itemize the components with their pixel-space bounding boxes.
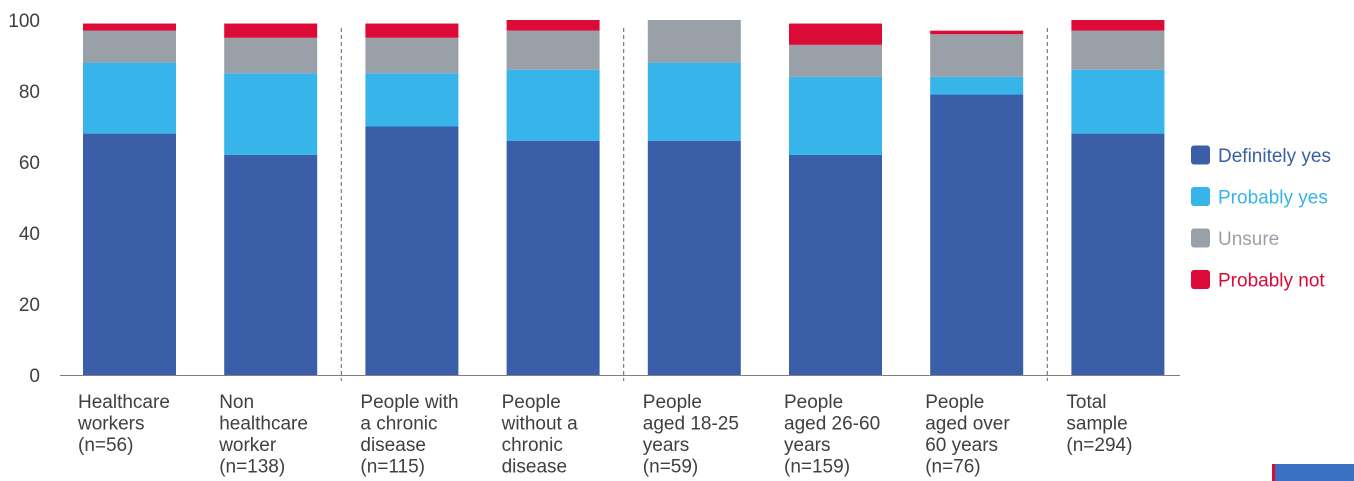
- bar-segment: [930, 30, 1024, 35]
- legend-swatch: [1191, 270, 1210, 289]
- bar-segment: [83, 30, 176, 63]
- legend: Definitely yes Probably yes Unsure Probably…: [1191, 145, 1331, 292]
- bar-segment: [789, 44, 882, 77]
- legend-label: Definitely yes: [1218, 146, 1331, 167]
- bar-segment: [83, 62, 176, 134]
- bar-segment: [365, 23, 459, 38]
- bar-segment: [789, 23, 882, 45]
- x-tick-label: People aged over 60 years (n=76): [925, 392, 1010, 478]
- x-tick-label: Non healthcare worker (n=138): [218, 392, 308, 478]
- bar-segment: [930, 76, 1024, 95]
- y-tick-label: 80: [19, 82, 40, 103]
- bar-segment: [506, 140, 600, 375]
- y-tick-label: 20: [19, 295, 40, 316]
- legend-swatch: [1191, 145, 1210, 165]
- y-tick-label: 0: [29, 366, 40, 387]
- bar-segment: [365, 37, 459, 74]
- bar-segment: [647, 20, 741, 63]
- bar-segment: [1071, 20, 1165, 31]
- bar-segment: [1071, 133, 1165, 375]
- bar-segment: [789, 76, 882, 155]
- x-tick-label: People aged 26-60 years (n=159): [784, 392, 880, 478]
- legend-swatch: [1191, 228, 1210, 248]
- bar-segment: [83, 133, 176, 375]
- y-tick-label: 100: [8, 11, 40, 32]
- bar-segment: [365, 73, 459, 127]
- bar-segment: [83, 23, 176, 31]
- x-tick-label: People with a chronic disease (n=115): [360, 392, 458, 478]
- bar-segment: [506, 30, 600, 70]
- corner-decoration: [1272, 464, 1354, 481]
- bar-segment: [224, 37, 318, 74]
- legend-label: Unsure: [1218, 229, 1279, 250]
- bar-segment: [930, 34, 1024, 77]
- legend-swatch: [1191, 187, 1210, 206]
- bar-segment: [224, 23, 318, 38]
- y-axis: 0 20 40 60 80 100: [8, 11, 40, 387]
- bar-segment: [930, 94, 1024, 376]
- bar-segment: [506, 20, 600, 31]
- x-tick-label: People without a chronic disease: [501, 392, 578, 478]
- bar-segment: [789, 154, 882, 375]
- bar-segment: [647, 62, 741, 141]
- y-tick-label: 40: [19, 224, 40, 245]
- bar-segment: [365, 126, 459, 375]
- bar-segment: [647, 140, 741, 375]
- bar-segment: [506, 69, 600, 141]
- bar-segment: [224, 73, 318, 155]
- legend-label: Probably not: [1218, 271, 1325, 292]
- bar-segment: [1071, 69, 1165, 134]
- bars: [83, 20, 1165, 376]
- x-axis: Healthcare workers (n=56) Non healthcare work…: [60, 375, 1180, 478]
- group-separators: [340, 28, 1048, 381]
- x-tick-label: People aged 18-25 years (n=59): [643, 392, 739, 478]
- legend-label: Probably yes: [1218, 188, 1328, 209]
- bar-segment: [1071, 30, 1165, 70]
- bar-segment: [224, 154, 318, 375]
- x-tick-label: Healthcare workers (n=56): [77, 392, 170, 456]
- y-tick-label: 60: [19, 153, 40, 174]
- x-tick-label: Total sample (n=294): [1066, 392, 1132, 456]
